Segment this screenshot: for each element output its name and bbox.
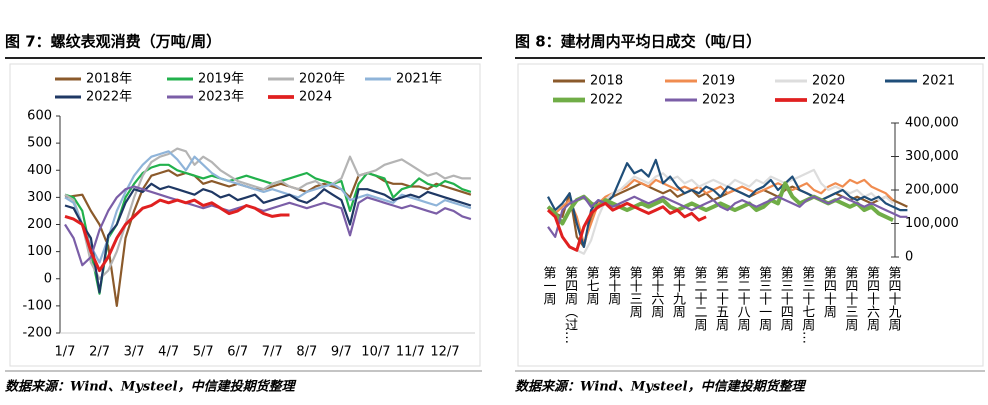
- legend-label: 2022: [590, 93, 623, 108]
- x-tick-label: 第十三周: [627, 266, 643, 319]
- legend-label: 2022年: [86, 90, 132, 105]
- x-tick-label: 5/7: [193, 345, 214, 360]
- x-tick-label: 9/7: [331, 345, 352, 360]
- legend-label: 2023年: [198, 90, 244, 105]
- y-tick-label: 300,000: [905, 149, 959, 164]
- y-tick-label: -100: [22, 298, 52, 313]
- x-tick-label: 第三十七周…: [799, 266, 815, 344]
- y-tick-label: 300: [27, 190, 52, 205]
- legend-label: 2020: [812, 74, 845, 89]
- y-tick-label: 500: [27, 136, 52, 151]
- x-tick-label: 7/7: [262, 345, 283, 360]
- series-line: [64, 198, 290, 273]
- series-line: [64, 147, 471, 280]
- legend-label: 2021年: [396, 72, 442, 87]
- x-tick-label: 4/7: [158, 345, 179, 360]
- series-line: [546, 201, 707, 252]
- series-line: [576, 168, 894, 255]
- legend-label: 2024: [299, 90, 332, 105]
- x-tick-label: 第十周: [605, 266, 621, 306]
- series-line: [64, 163, 472, 295]
- y-tick-label: 400,000: [905, 116, 959, 131]
- y-tick-label: 0: [905, 250, 913, 265]
- x-tick-label: 第四十三周: [842, 266, 858, 332]
- x-tick-label: 第三十一周: [756, 266, 772, 332]
- chart-title: 图 8：建材周内平均日成交（吨/日）: [515, 33, 761, 51]
- source-note: 数据来源：Wind、Mysteel，中信建投期货整理: [515, 379, 807, 395]
- chart-frame: [517, 63, 984, 367]
- chart-frame: [9, 63, 481, 367]
- x-tick-label: 6/7: [227, 345, 248, 360]
- series-line: [64, 182, 472, 294]
- x-tick-label: 第十九周: [670, 266, 686, 319]
- source-note: 数据来源：Wind、Mysteel，中信建投期货整理: [5, 379, 297, 395]
- series-line: [64, 150, 472, 264]
- series-line: [547, 178, 894, 245]
- series-line: [64, 185, 472, 267]
- x-tick-label: 3/7: [124, 345, 145, 360]
- x-tick-label: 2/7: [89, 345, 110, 360]
- legend-label: 2018: [590, 74, 623, 89]
- x-tick-label: 11/7: [396, 345, 425, 360]
- x-tick-label: 1/7: [55, 345, 76, 360]
- series-line: [547, 195, 908, 238]
- x-tick-label: 12/7: [430, 345, 459, 360]
- x-tick-label: 10/7: [361, 345, 390, 360]
- y-tick-label: 200: [27, 217, 52, 232]
- chart-title: 图 7：螺纹表观消费（万吨/周）: [5, 33, 221, 51]
- legend-label: 2018年: [86, 72, 132, 87]
- legend-label: 2020年: [299, 72, 345, 87]
- y-tick-label: 0: [44, 271, 52, 286]
- legend-label: 2019年: [198, 72, 244, 87]
- y-tick-label: 100,000: [905, 216, 959, 231]
- legend-label: 2023: [702, 93, 735, 108]
- y-tick-label: 600: [27, 109, 52, 124]
- x-tick-label: 第七周: [584, 266, 600, 306]
- legend-label: 2019: [702, 74, 735, 89]
- y-tick-label: 200,000: [905, 183, 959, 198]
- y-tick-label: -200: [22, 326, 52, 341]
- legend-label: 2024: [812, 93, 845, 108]
- x-tick-label: 第一周: [541, 266, 557, 306]
- series-line: [64, 169, 472, 307]
- x-tick-label: 第十六周: [648, 266, 664, 319]
- x-tick-label: 第四十六周: [864, 266, 880, 332]
- x-tick-label: 第二十二周: [691, 266, 707, 332]
- x-tick-label: 8/7: [296, 345, 317, 360]
- y-tick-label: 100: [27, 244, 52, 259]
- x-tick-label: 第三十四周: [778, 266, 794, 332]
- x-tick-label: 第四周（过…: [562, 266, 578, 344]
- x-tick-label: 第四十周: [821, 266, 837, 319]
- x-tick-label: 第二十五周: [713, 266, 729, 332]
- x-tick-label: 第四十九周: [886, 266, 902, 332]
- x-tick-label: 第二十八周: [735, 266, 751, 332]
- y-tick-label: 400: [27, 163, 52, 178]
- legend-label: 2021: [922, 74, 955, 89]
